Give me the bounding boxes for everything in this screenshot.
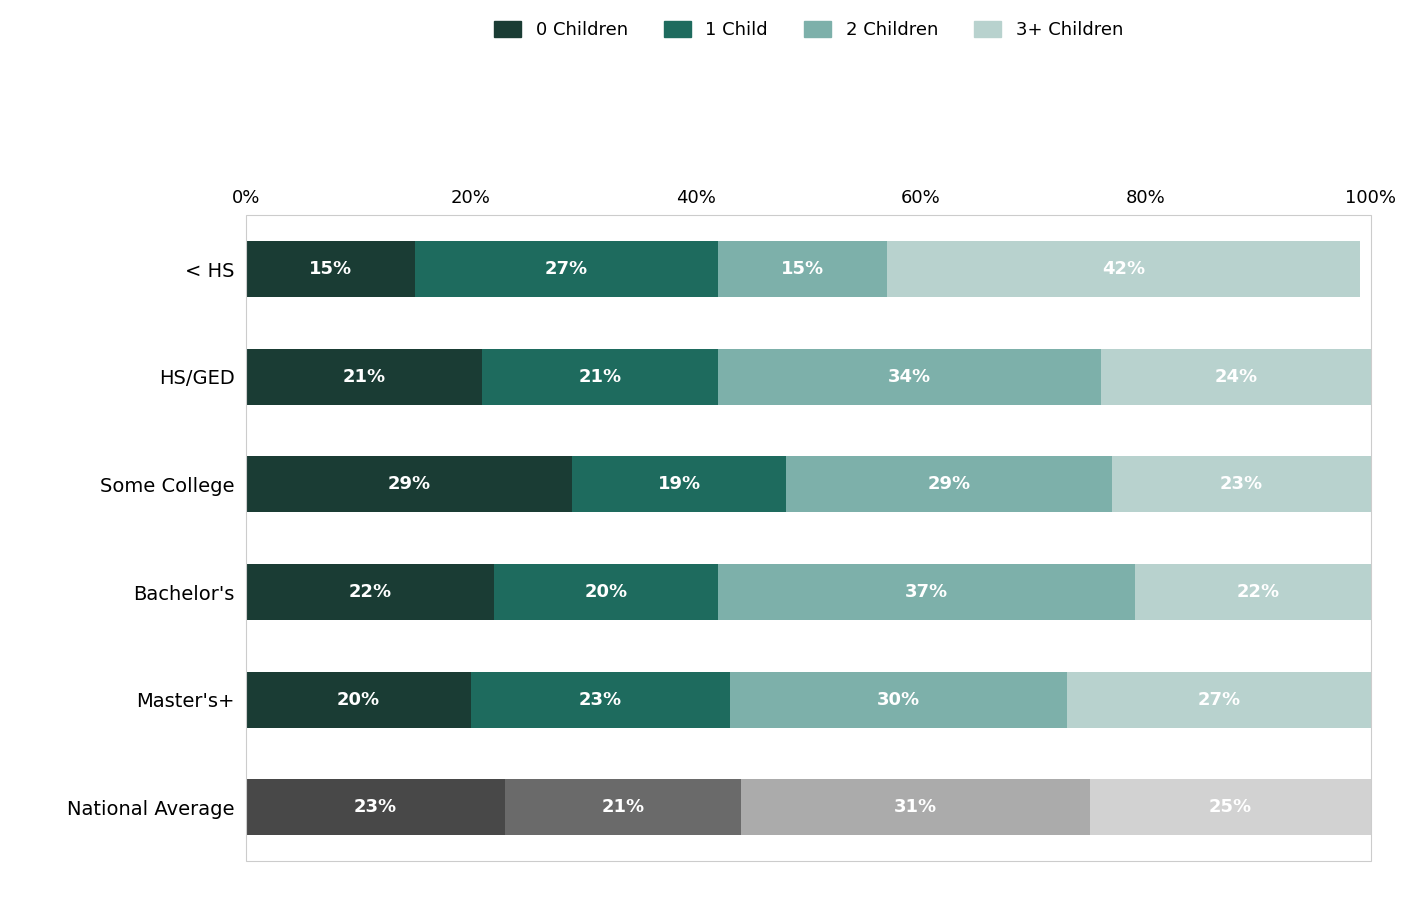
Text: 23%: 23% (354, 798, 396, 816)
Bar (246, 779, 505, 835)
Bar (1101, 349, 1371, 405)
Bar (1090, 779, 1371, 835)
Text: 23%: 23% (579, 691, 621, 709)
Bar (572, 457, 786, 512)
Text: 20%: 20% (337, 691, 380, 709)
Bar (887, 241, 1360, 297)
Bar (718, 349, 1101, 405)
Text: 19%: 19% (658, 475, 700, 493)
Bar (741, 779, 1090, 835)
Text: 30%: 30% (877, 691, 920, 709)
Bar (471, 672, 730, 727)
Text: 42%: 42% (1102, 260, 1144, 278)
Legend: 0 Children, 1 Child, 2 Children, 3+ Children: 0 Children, 1 Child, 2 Children, 3+ Chil… (486, 13, 1130, 47)
Text: 29%: 29% (388, 475, 430, 493)
Bar (246, 241, 415, 297)
Text: 29%: 29% (928, 475, 970, 493)
Text: 15%: 15% (782, 260, 824, 278)
Bar (730, 672, 1067, 727)
Bar (1067, 672, 1371, 727)
Text: 25%: 25% (1209, 798, 1251, 816)
Text: 21%: 21% (579, 368, 621, 386)
Text: 21%: 21% (602, 798, 644, 816)
Text: 31%: 31% (894, 798, 936, 816)
Bar (246, 457, 572, 512)
Bar (786, 457, 1112, 512)
Text: 20%: 20% (585, 583, 627, 601)
Text: 21%: 21% (343, 368, 385, 386)
Text: 34%: 34% (889, 368, 931, 386)
Text: 23%: 23% (1220, 475, 1263, 493)
Text: 15%: 15% (309, 260, 352, 278)
Bar (415, 241, 718, 297)
Text: 37%: 37% (905, 583, 948, 601)
Text: 24%: 24% (1215, 368, 1257, 386)
Text: 27%: 27% (1198, 691, 1240, 709)
Text: 22%: 22% (349, 583, 391, 601)
Text: 22%: 22% (1237, 583, 1279, 601)
Bar (482, 349, 718, 405)
Bar (718, 564, 1135, 620)
Bar (718, 241, 887, 297)
Bar (1112, 457, 1371, 512)
Bar (1135, 564, 1382, 620)
Text: 27%: 27% (546, 260, 588, 278)
Bar (494, 564, 718, 620)
Bar (246, 564, 494, 620)
Bar (505, 779, 741, 835)
Bar (246, 672, 471, 727)
Bar (246, 349, 482, 405)
